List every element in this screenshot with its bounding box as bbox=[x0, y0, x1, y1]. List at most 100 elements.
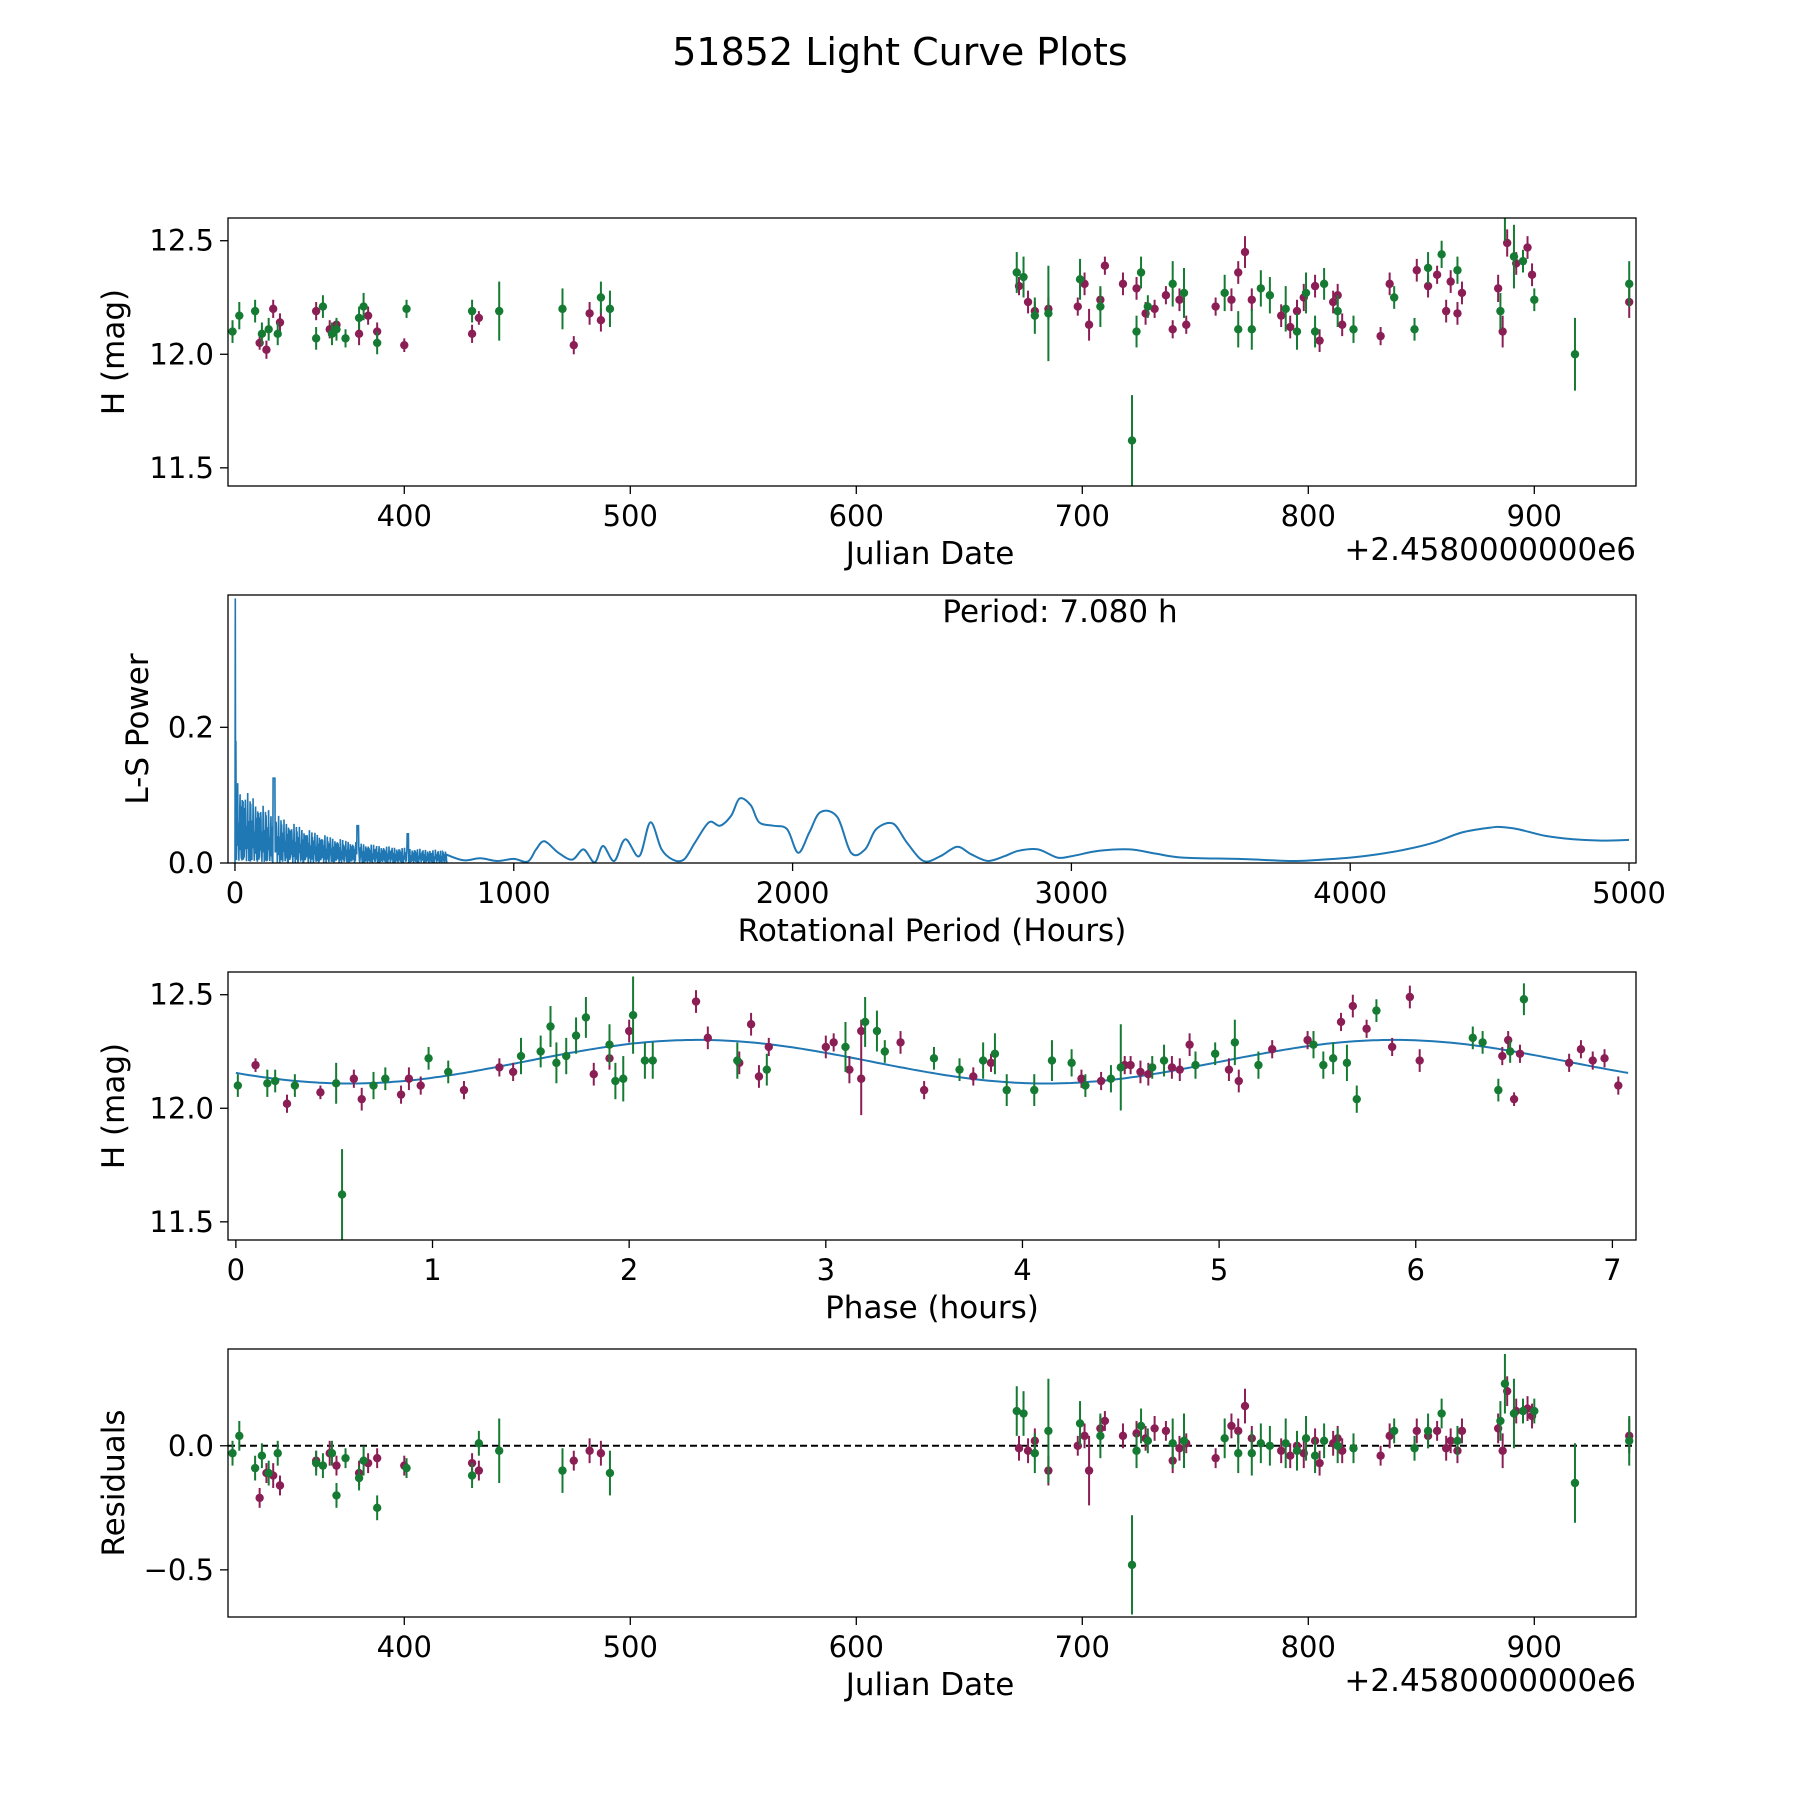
phased-point bbox=[969, 1072, 978, 1081]
periodogram-x-tick-label: 1000 bbox=[477, 876, 551, 910]
residuals-point bbox=[1161, 1426, 1171, 1436]
lightcurve-point bbox=[1168, 279, 1177, 289]
residuals-point bbox=[1625, 1436, 1634, 1446]
lightcurve-point bbox=[1179, 288, 1189, 298]
phased-x-tick-label: 4 bbox=[1013, 1253, 1031, 1287]
phased-point bbox=[860, 1017, 870, 1027]
phased-point bbox=[845, 1065, 854, 1074]
phased-point bbox=[1372, 1006, 1381, 1015]
residuals-point bbox=[1376, 1451, 1385, 1460]
phased-point bbox=[1498, 1051, 1507, 1061]
lightcurve-x-offset-label: +2.4580000000e6 bbox=[1344, 532, 1636, 568]
residuals-point bbox=[1175, 1444, 1184, 1453]
phased-point bbox=[1387, 1042, 1397, 1052]
phased-model-curve bbox=[235, 1038, 1629, 1085]
residuals-point bbox=[255, 1493, 264, 1503]
lightcurve-point bbox=[1150, 304, 1159, 314]
phased-point bbox=[619, 1074, 628, 1083]
lightcurve-point bbox=[1389, 293, 1399, 302]
lightcurve-point bbox=[1337, 320, 1347, 329]
phased-series-purple bbox=[251, 985, 1623, 1116]
lightcurve-point bbox=[1247, 325, 1256, 334]
lightcurve-point bbox=[1182, 320, 1191, 329]
lightcurve-point bbox=[1143, 302, 1153, 311]
lightcurve-point bbox=[1410, 325, 1419, 334]
phased-point bbox=[1254, 1060, 1263, 1070]
phased-point bbox=[290, 1081, 300, 1090]
phased-point bbox=[495, 1063, 504, 1072]
phased-point bbox=[986, 1058, 996, 1068]
phased-point bbox=[1159, 1056, 1169, 1065]
phased-point bbox=[1519, 995, 1529, 1004]
phased-point bbox=[1342, 1058, 1352, 1068]
residuals-point bbox=[1234, 1426, 1243, 1436]
lightcurve-point bbox=[1446, 277, 1455, 286]
phased-point bbox=[1116, 1063, 1125, 1072]
lightcurve-point bbox=[318, 302, 328, 311]
lightcurve-point bbox=[1168, 325, 1177, 334]
lightcurve-point bbox=[1234, 325, 1243, 334]
lightcurve-point bbox=[269, 304, 278, 314]
periodogram-noise-line bbox=[234, 598, 448, 863]
lightcurve-point bbox=[1240, 247, 1250, 257]
residuals-x-tick-label: 600 bbox=[829, 1630, 884, 1664]
phased-point bbox=[404, 1074, 414, 1083]
phased-point bbox=[396, 1090, 406, 1099]
lightcurve-point bbox=[1523, 243, 1532, 252]
lightcurve-point bbox=[1265, 291, 1275, 300]
residuals-point bbox=[1315, 1458, 1324, 1468]
lightcurve-x-tick-label: 900 bbox=[1507, 499, 1562, 533]
phased-point bbox=[571, 1031, 581, 1040]
lightcurve-point bbox=[1100, 261, 1110, 270]
phased-point bbox=[416, 1081, 425, 1090]
lightcurve-point bbox=[1019, 272, 1028, 282]
residuals-point bbox=[318, 1461, 328, 1470]
phased-point bbox=[536, 1047, 545, 1056]
lightcurve-point bbox=[402, 304, 411, 314]
phased-point bbox=[1136, 1067, 1145, 1077]
phased-point bbox=[1600, 1054, 1609, 1063]
residuals-point bbox=[264, 1468, 273, 1478]
phased-point bbox=[1268, 1045, 1277, 1054]
phased-point bbox=[1362, 1024, 1371, 1033]
residuals-point bbox=[1276, 1446, 1286, 1455]
phased-point bbox=[1336, 1017, 1346, 1027]
phased-point bbox=[1319, 1060, 1328, 1070]
periodogram-x-tick-label: 2000 bbox=[756, 876, 830, 910]
phased-point bbox=[331, 1079, 341, 1088]
phased-point bbox=[424, 1054, 433, 1063]
residuals-axes-frame bbox=[227, 1348, 1637, 1618]
phased-point bbox=[754, 1072, 764, 1081]
lightcurve-point bbox=[311, 334, 321, 343]
residuals-point bbox=[273, 1449, 282, 1458]
residuals-y-axis-label: Residuals bbox=[96, 1409, 132, 1556]
phased-point bbox=[1148, 1063, 1157, 1072]
lightcurve-series-green bbox=[228, 218, 1634, 486]
phased-y-axis-label: H (mag) bbox=[96, 1043, 132, 1169]
periodogram-y-axis-label: L-S Power bbox=[120, 653, 156, 804]
phased-point bbox=[349, 1074, 359, 1083]
residuals-point bbox=[275, 1481, 285, 1490]
periodogram-x-tick-label: 3000 bbox=[1034, 876, 1108, 910]
residuals-point bbox=[1457, 1426, 1467, 1436]
lightcurve-point bbox=[250, 306, 260, 316]
residuals-y-tick-label: 0.0 bbox=[168, 1429, 214, 1463]
residuals-point bbox=[1437, 1409, 1446, 1418]
lightcurve-point bbox=[1441, 306, 1451, 316]
residuals-point bbox=[341, 1453, 350, 1463]
lightcurve-point bbox=[1161, 291, 1171, 300]
lightcurve-point bbox=[474, 313, 484, 323]
residuals-point bbox=[1014, 1444, 1024, 1453]
phased-x-tick-label: 6 bbox=[1407, 1253, 1425, 1287]
lightcurve-point bbox=[1527, 270, 1537, 279]
lightcurve-y-axis-label: H (mag) bbox=[96, 289, 132, 415]
lightcurve-point bbox=[1319, 279, 1329, 289]
phased-series-green bbox=[233, 976, 1529, 1240]
lightcurve-point bbox=[1073, 302, 1082, 311]
phased-point bbox=[1126, 1060, 1135, 1070]
periodogram-x-tick-label: 4000 bbox=[1313, 876, 1387, 910]
phased-point bbox=[611, 1076, 620, 1086]
residuals-point bbox=[1084, 1466, 1094, 1475]
residuals-point bbox=[585, 1446, 594, 1455]
